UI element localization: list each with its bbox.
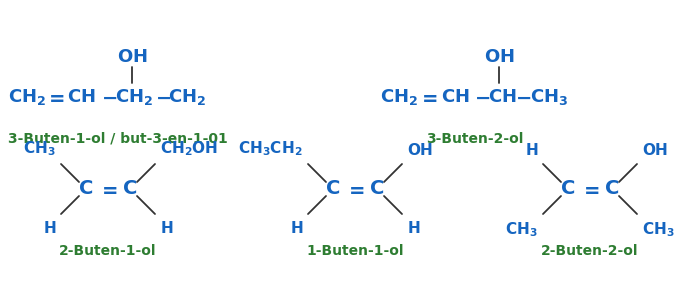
Text: $\mathbf{=}$: $\mathbf{=}$: [580, 180, 600, 199]
Text: $\mathbf{H}$: $\mathbf{H}$: [160, 220, 174, 236]
Text: $\mathbf{OH}$: $\mathbf{OH}$: [484, 48, 514, 66]
Text: $\mathbf{=}$: $\mathbf{=}$: [345, 180, 365, 199]
Text: $\mathbf{CH_3}$: $\mathbf{CH_3}$: [23, 139, 56, 158]
Text: $\mathbf{C}$: $\mathbf{C}$: [561, 180, 575, 199]
Text: $\mathbf{-}$: $\mathbf{-}$: [101, 87, 118, 107]
Text: $\mathbf{CH}$: $\mathbf{CH}$: [441, 88, 470, 106]
Text: $\mathbf{C}$: $\mathbf{C}$: [326, 180, 341, 199]
Text: 1-Buten-1-ol: 1-Buten-1-ol: [307, 244, 404, 258]
Text: $\mathbf{CH_3}$: $\mathbf{CH_3}$: [642, 220, 675, 239]
Text: $\mathbf{H}$: $\mathbf{H}$: [43, 220, 56, 236]
Text: $\mathbf{OH}$: $\mathbf{OH}$: [117, 48, 147, 66]
Text: 3-Buten-2-ol: 3-Buten-2-ol: [426, 132, 524, 146]
Text: $\mathbf{=}$: $\mathbf{=}$: [45, 87, 65, 107]
Text: 3-Buten-1-ol / but-3-en-1-01: 3-Buten-1-ol / but-3-en-1-01: [8, 132, 228, 146]
Text: $\mathbf{CH_3}$: $\mathbf{CH_3}$: [505, 220, 538, 239]
Text: $\mathbf{C}$: $\mathbf{C}$: [604, 180, 620, 199]
Text: $\mathbf{-}$: $\mathbf{-}$: [155, 87, 172, 107]
Text: $\mathbf{CH_2}$: $\mathbf{CH_2}$: [380, 87, 418, 107]
Text: $\mathbf{C}$: $\mathbf{C}$: [78, 180, 94, 199]
Text: $\mathbf{CH_3CH_2}$: $\mathbf{CH_3CH_2}$: [239, 139, 303, 158]
Text: 2-Buten-2-ol: 2-Buten-2-ol: [541, 244, 638, 258]
Text: $\mathbf{-}$: $\mathbf{-}$: [474, 87, 490, 107]
Text: $\mathbf{=}$: $\mathbf{=}$: [98, 180, 118, 199]
Text: $\mathbf{CH_3}$: $\mathbf{CH_3}$: [530, 87, 568, 107]
Text: $\mathbf{OH}$: $\mathbf{OH}$: [407, 142, 433, 158]
Text: $\mathbf{H}$: $\mathbf{H}$: [407, 220, 421, 236]
Text: $\mathbf{CH_2}$: $\mathbf{CH_2}$: [115, 87, 153, 107]
Text: $\mathbf{H}$: $\mathbf{H}$: [290, 220, 303, 236]
Text: $\mathbf{C}$: $\mathbf{C}$: [370, 180, 384, 199]
Text: $\mathbf{CH}$: $\mathbf{CH}$: [488, 88, 517, 106]
Text: $\mathbf{CH_2}$: $\mathbf{CH_2}$: [168, 87, 206, 107]
Text: $\mathbf{-}$: $\mathbf{-}$: [515, 87, 531, 107]
Text: $\mathbf{CH_2}$: $\mathbf{CH_2}$: [8, 87, 46, 107]
Text: $\mathbf{CH}$: $\mathbf{CH}$: [67, 88, 96, 106]
Text: $\mathbf{CH_2OH}$: $\mathbf{CH_2OH}$: [160, 139, 218, 158]
Text: 2-Buten-1-ol: 2-Buten-1-ol: [60, 244, 157, 258]
Text: $\mathbf{=}$: $\mathbf{=}$: [418, 87, 438, 107]
Text: $\mathbf{H}$: $\mathbf{H}$: [524, 142, 538, 158]
Text: $\mathbf{C}$: $\mathbf{C}$: [122, 180, 138, 199]
Text: $\mathbf{OH}$: $\mathbf{OH}$: [642, 142, 668, 158]
